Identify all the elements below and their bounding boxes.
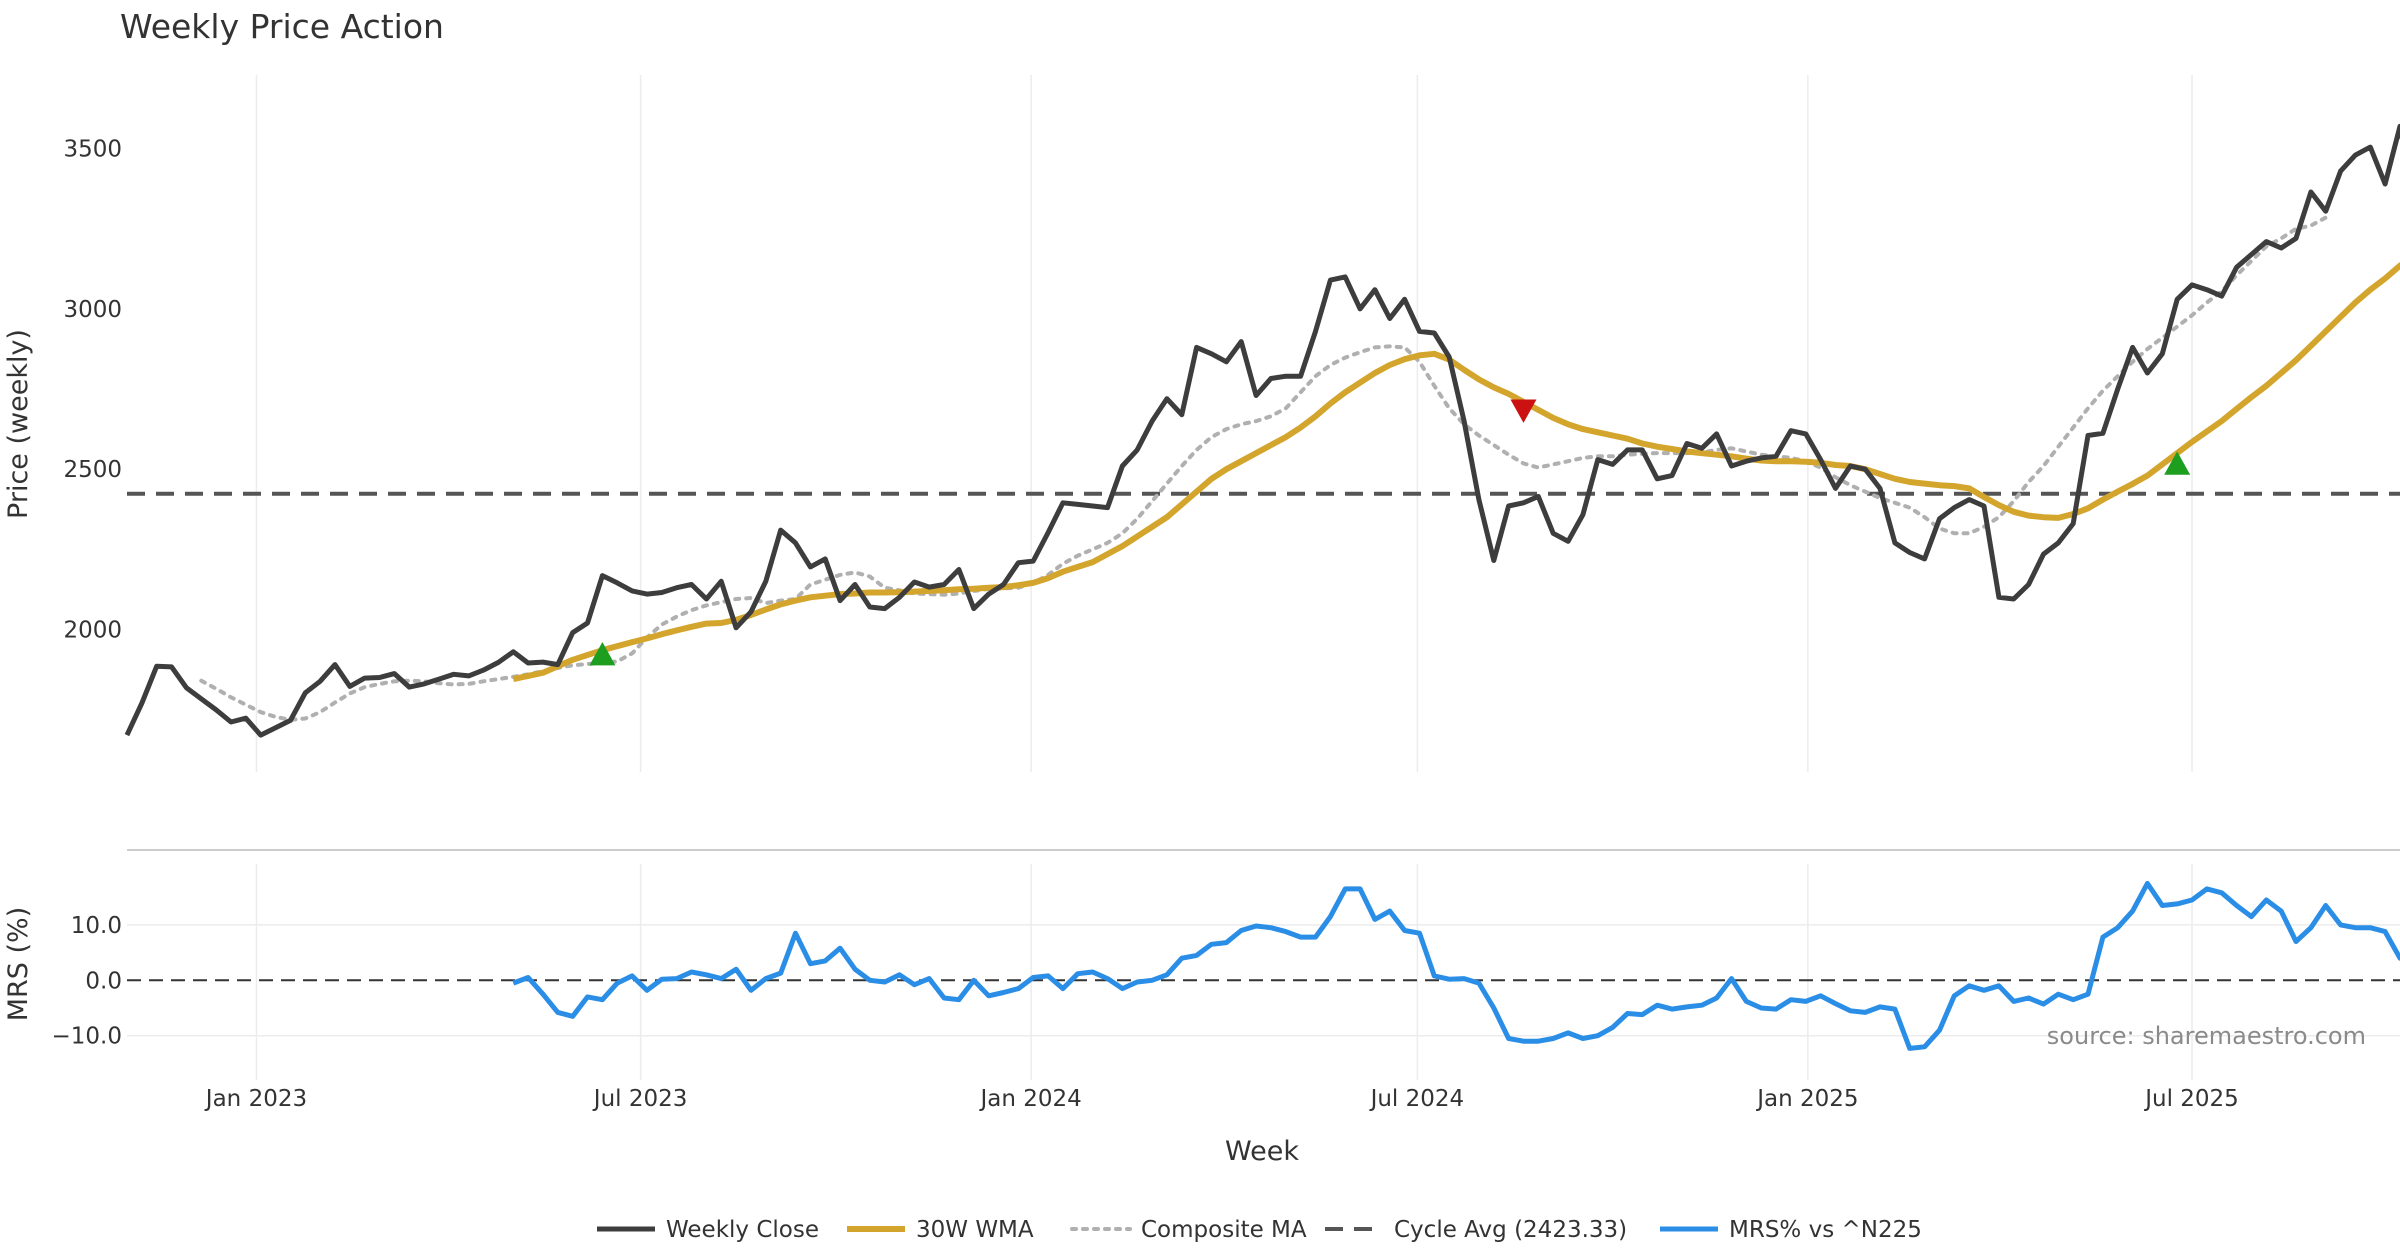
price-y-tick-label: 2500 [63,457,122,483]
wma-30w-line [512,262,2400,683]
sell-signal-marker [1510,399,1537,423]
chart-title: Weekly Price Action [120,7,444,46]
x-tick-label: Jan 2025 [1755,1086,1858,1112]
buy-signal-marker [2164,451,2191,475]
mrs-y-tick-label: 10.0 [71,913,122,939]
mrs-y-ticks: 10.0 0.0 −10.0 [52,913,122,1050]
legend-item-30w-wma: 30W WMA [847,1217,1034,1243]
legend-item-weekly-close: Weekly Close [597,1217,819,1243]
svg-text:MRS% vs ^N225: MRS% vs ^N225 [1729,1217,1922,1243]
x-tick-label: Jul 2023 [592,1086,688,1112]
legend-item-cycle-avg: Cycle Avg (2423.33) [1325,1217,1627,1243]
legend-item-composite-ma: Composite MA [1070,1217,1307,1243]
x-tick-label: Jan 2023 [204,1086,307,1112]
price-y-ticks: 2000 2500 3000 3500 [63,137,122,644]
composite-ma-line [199,215,2328,722]
svg-text:Cycle Avg (2423.33): Cycle Avg (2423.33) [1394,1217,1627,1243]
price-y-tick-label: 3500 [63,137,122,163]
source-annotation: source: sharemaestro.com [2047,1022,2366,1050]
x-tick-labels: Jan 2023 Jul 2023 Jan 2024 Jul 2024 Jan 2025… [204,1086,2239,1112]
buy-signal-marker [589,642,616,666]
signal-markers [589,399,2191,666]
svg-text:Composite MA: Composite MA [1141,1217,1307,1243]
x-tick-label: Jul 2024 [1369,1086,1465,1112]
mrs-line [512,880,2400,1051]
price-y-tick-label: 3000 [63,297,122,323]
svg-text:30W WMA: 30W WMA [916,1217,1034,1243]
x-tick-label: Jul 2025 [2143,1086,2239,1112]
legend-item-mrs: MRS% vs ^N225 [1660,1217,1922,1243]
price-x-grid [255,75,2193,772]
price-y-tick-label: 2000 [63,617,122,643]
mrs-y-tick-label: −10.0 [52,1024,122,1050]
x-tick-label: Jan 2024 [978,1086,1081,1112]
mrs-y-axis-title: MRS (%) [3,907,34,1022]
legend: Weekly Close 30W WMA Composite MA Cycle … [597,1217,1922,1243]
svg-text:Weekly Close: Weekly Close [666,1217,819,1243]
price-y-axis-title: Price (weekly) [3,329,34,519]
weekly-close-line [124,123,2400,738]
x-axis-title: Week [1225,1136,1299,1167]
mrs-y-tick-label: 0.0 [85,968,122,994]
